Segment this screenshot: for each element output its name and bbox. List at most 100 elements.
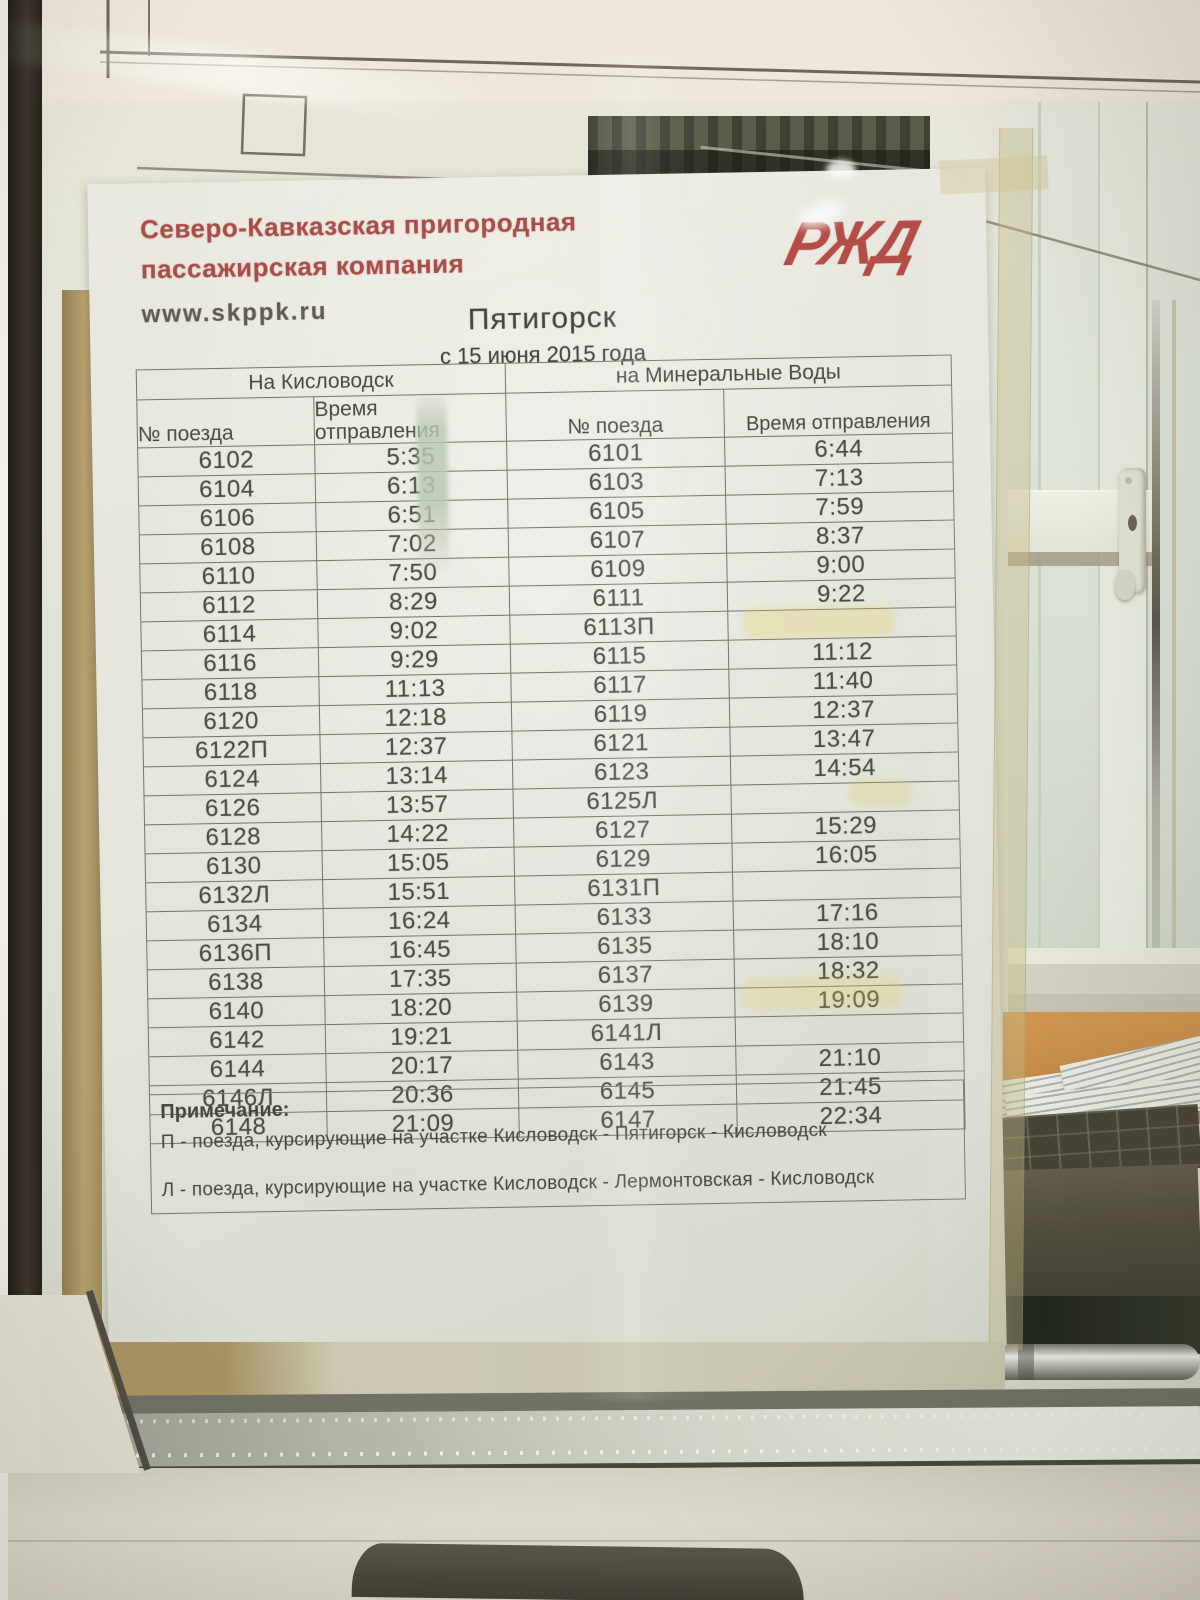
train-number-cell: 6136П (146, 937, 325, 970)
train-number-cell: 6121 (511, 727, 731, 761)
departure-time-cell: 12:37 (729, 693, 958, 728)
departure-time-cell: 18:10 (733, 925, 963, 960)
departure-time-cell: 17:16 (733, 896, 962, 931)
departure-time-cell: 7:59 (725, 491, 955, 525)
departure-time-cell: 12:18 (319, 702, 512, 735)
train-number-cell: 6125Л (512, 785, 732, 819)
departure-time-cell: 8:37 (726, 519, 955, 554)
timetable-paper: Северо-Кавказская пригородная пассажирск… (87, 167, 1007, 1363)
departure-time-cell (735, 1012, 964, 1047)
train-number-cell: 6127 (513, 814, 732, 848)
train-number-cell: 6120 (142, 705, 320, 738)
departure-time-cell: 11:40 (728, 664, 958, 699)
departure-time-cell: 9:00 (726, 548, 956, 583)
rzd-logo-icon: РЖД (778, 206, 924, 278)
handle-screw (1125, 477, 1132, 484)
departure-time-cell: 7:13 (725, 462, 954, 496)
train-number-cell: 6123 (512, 756, 731, 790)
departure-time-cell: 15:51 (322, 876, 516, 909)
yellow-stain (741, 975, 903, 1011)
train-number-cell: 6107 (508, 524, 727, 558)
train-number-cell: 6104 (138, 473, 316, 506)
notes-heading: Примечание: (160, 1098, 290, 1124)
train-number-cell: 6139 (516, 988, 736, 1022)
train-number-cell: 6112 (140, 589, 318, 622)
departure-time-cell (730, 780, 960, 815)
train-number-cell: 6116 (141, 647, 319, 680)
train-number-cell: 6105 (507, 495, 727, 529)
sill-seam (0, 1540, 1200, 1542)
train-number-cell: 6122П (142, 734, 321, 767)
train-number-cell: 6144 (148, 1053, 327, 1086)
departure-time-cell: 6:51 (315, 499, 509, 532)
train-number-cell: 6110 (139, 560, 318, 593)
departure-time-cell: 6:44 (724, 433, 954, 467)
train-number-cell: 6142 (148, 1024, 326, 1057)
train-number-cell: 6131П (514, 872, 734, 906)
departure-time-cell: 19:21 (325, 1021, 518, 1054)
train-number-cell: 6111 (509, 582, 728, 616)
departure-time-cell: 9:29 (318, 644, 511, 677)
smudge-mark (416, 389, 450, 579)
col-time-right: Время отправления (723, 385, 953, 438)
departure-time-cell: 13:14 (320, 760, 513, 793)
departure-time-cell: 18:20 (324, 992, 518, 1025)
train-number-cell: 6126 (143, 792, 322, 825)
departure-time-cell: 8:29 (317, 586, 510, 619)
train-number-cell: 6114 (140, 618, 319, 651)
keyhole (1128, 515, 1137, 531)
train-number-cell: 6124 (143, 763, 321, 796)
train-number-cell: 6115 (510, 640, 729, 674)
train-number-cell: 6108 (139, 531, 317, 564)
departure-time-cell: 13:57 (320, 789, 514, 822)
train-number-cell: 6129 (514, 843, 733, 877)
train-number-cell: 6109 (508, 553, 728, 587)
departure-time-cell: 14:54 (730, 751, 959, 786)
door-lintel (1008, 948, 1200, 964)
notes-box: Примечание: П - поезда, курсирующие на у… (148, 1079, 967, 1215)
departure-time-cell (732, 867, 962, 902)
chrome-rod-joint (1018, 1344, 1034, 1380)
departure-time-cell: 20:17 (325, 1050, 519, 1083)
train-number-cell: 6113П (509, 611, 729, 645)
departure-time-cell: 16:45 (323, 934, 517, 967)
train-number-cell: 6103 (507, 466, 726, 500)
departure-time-cell: 11:13 (318, 673, 512, 706)
train-number-cell: 6119 (511, 698, 730, 732)
train-number-cell: 6106 (138, 502, 317, 535)
departure-time-cell: 11:12 (728, 635, 957, 670)
train-number-cell: 6143 (517, 1046, 737, 1080)
departure-time-cell: 5:35 (314, 441, 508, 474)
train-number-cell: 6101 (506, 437, 726, 471)
departure-time-cell: 7:50 (316, 557, 510, 590)
pass-through-tray (351, 1542, 805, 1600)
departure-time-cell: 13:47 (729, 722, 959, 757)
light-blob (826, 160, 856, 178)
window-frame-left-edge (8, 0, 42, 1310)
departure-time-cell: 15:29 (731, 809, 960, 844)
departure-time-cell: 17:35 (324, 963, 517, 996)
door-edge-line (1172, 300, 1176, 1017)
train-number-cell: 6134 (146, 908, 324, 941)
yellow-stain (848, 779, 913, 807)
departure-time-cell: 16:05 (731, 838, 961, 873)
train-number-cell: 6140 (147, 995, 326, 1028)
train-number-cell: 6130 (145, 850, 323, 883)
yellow-stain (742, 605, 895, 639)
frame-left-sliver (0, 0, 8, 1600)
train-number-cell: 6133 (515, 901, 734, 935)
departure-time-cell: 12:37 (319, 731, 513, 764)
door-gap-shadow (1152, 300, 1160, 1017)
tape-top-right (939, 155, 1049, 195)
train-number-cell: 6138 (147, 966, 325, 999)
door-lintel-lower (1008, 994, 1200, 1014)
departure-time-cell: 7:02 (316, 528, 509, 561)
departure-time-cell: 14:22 (321, 818, 515, 851)
train-number-cell: 6128 (144, 821, 323, 854)
col-train-right: № поезда (505, 389, 725, 442)
train-number-cell: 6117 (510, 669, 730, 703)
train-number-cell: 6141Л (517, 1017, 736, 1051)
col-train-left: № поезда (136, 396, 315, 448)
train-number-cell: 6137 (516, 959, 735, 993)
train-number-cell: 6135 (515, 930, 735, 964)
